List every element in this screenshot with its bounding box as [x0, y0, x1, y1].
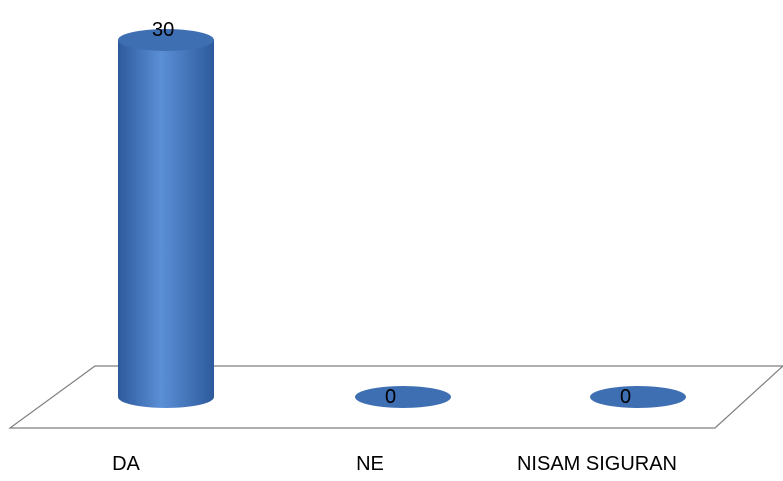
bar-top-nisam-siguran	[590, 386, 686, 408]
data-label-nisam-siguran: 0	[620, 386, 631, 408]
bar-da	[118, 40, 214, 408]
labels-layer: 30 DA 0 NE 0 NISAM SIGURAN	[112, 19, 677, 475]
data-label-ne: 0	[385, 386, 396, 408]
bar-top-da	[118, 29, 214, 51]
category-label-nisam-siguran: NISAM SIGURAN	[517, 453, 677, 475]
category-label-da: DA	[112, 453, 140, 475]
bars-layer	[118, 29, 686, 408]
bar-top-ne	[355, 386, 451, 408]
data-label-da: 30	[152, 19, 174, 41]
category-label-ne: NE	[356, 453, 384, 475]
